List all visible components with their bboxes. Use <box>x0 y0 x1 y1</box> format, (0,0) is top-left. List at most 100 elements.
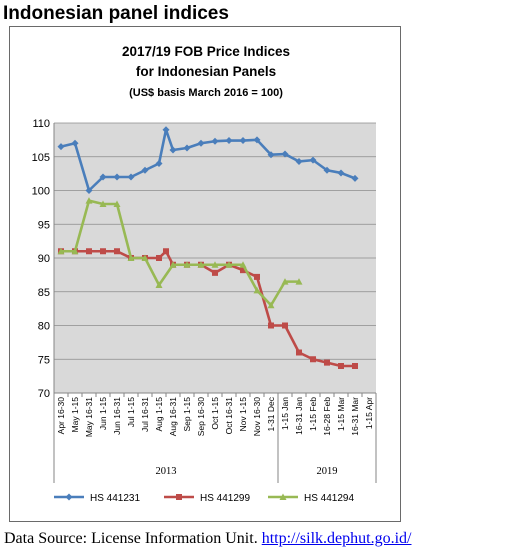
data-point <box>65 493 73 501</box>
data-point <box>282 322 288 329</box>
data-point <box>281 150 289 158</box>
data-point <box>71 139 79 147</box>
data-point <box>281 278 289 285</box>
data-point <box>309 156 317 164</box>
legend-label: HS 441294 <box>304 493 354 504</box>
data-point <box>176 494 182 500</box>
x-tick-label: 16-31 Mar <box>350 397 360 436</box>
x-tick-label: 1-15 Feb <box>308 397 318 431</box>
data-point <box>351 174 359 182</box>
data-point <box>99 200 107 207</box>
data-point <box>163 248 169 255</box>
x-tick-label: Nov 16-30 <box>252 397 262 436</box>
data-point <box>183 261 191 268</box>
data-point <box>141 166 149 174</box>
x-tick-label: 1-31 Dec <box>266 396 276 431</box>
data-point <box>295 278 303 285</box>
x-tick-label: Jun 16-31 <box>112 397 122 435</box>
data-point <box>86 248 92 255</box>
x-tick-label: 1-15 Jan <box>280 397 290 430</box>
data-point <box>100 248 106 255</box>
data-point <box>113 173 121 181</box>
chart-subtitle: for Indonesian Panels <box>136 64 276 79</box>
x-tick-label: Jul 1-15 <box>126 397 136 428</box>
x-tick-label: 16-31 Jan <box>294 397 304 435</box>
x-tick-label: Oct 16-31 <box>224 397 234 435</box>
y-tick-label: 75 <box>38 354 50 366</box>
data-source-link[interactable]: http://silk.dephut.go.id/ <box>261 530 412 547</box>
y-tick-label: 100 <box>32 186 50 198</box>
data-point <box>253 286 261 294</box>
y-tick-label: 70 <box>38 388 50 400</box>
price-index-chart: 2017/19 FOB Price Indices for Indonesian… <box>32 44 377 504</box>
data-point <box>156 255 162 261</box>
data-point <box>212 269 218 276</box>
year-label: 2019 <box>317 466 338 477</box>
data-point <box>155 281 163 288</box>
data-point <box>253 136 261 144</box>
data-point <box>113 200 121 207</box>
y-tick-label: 80 <box>38 321 50 333</box>
data-point <box>57 247 65 255</box>
data-point <box>295 157 303 165</box>
data-source: Data Source: License Information Unit. h… <box>4 528 411 550</box>
chart-title: 2017/19 FOB Price Indices <box>122 44 290 59</box>
data-point <box>127 254 135 261</box>
data-point <box>352 363 358 369</box>
data-point <box>310 356 316 363</box>
data-point <box>162 126 170 134</box>
x-tick-label: 1-15 Apr <box>364 397 374 429</box>
data-point <box>99 173 107 181</box>
legend-label: HS 441231 <box>90 493 140 504</box>
year-label: 2013 <box>156 466 177 477</box>
x-tick-label: Sep 16-30 <box>196 397 206 436</box>
data-point <box>197 261 205 268</box>
x-tick-label: Jul 16-31 <box>140 397 150 432</box>
data-point <box>225 261 233 268</box>
data-point <box>169 146 177 154</box>
data-point <box>323 166 331 174</box>
data-point <box>197 139 205 147</box>
y-tick-label: 95 <box>38 219 50 231</box>
x-tick-label: Aug 1-15 <box>154 397 164 432</box>
data-point <box>211 261 219 268</box>
data-point <box>57 143 65 151</box>
data-point <box>141 254 149 261</box>
data-point <box>169 261 177 268</box>
chart-frame: 2017/19 FOB Price Indices for Indonesian… <box>9 26 401 522</box>
x-tick-label: Apr 16-30 <box>56 397 66 435</box>
x-tick-label: Oct 1-15 <box>210 397 220 430</box>
x-tick-label: Sep 1-15 <box>182 397 192 432</box>
data-point <box>268 322 274 329</box>
x-tick-label: 16-28 Feb <box>322 397 332 436</box>
data-point <box>254 273 260 280</box>
data-point <box>337 169 345 177</box>
data-point <box>114 248 120 255</box>
x-tick-label: Aug 16-31 <box>168 397 178 436</box>
data-point <box>239 137 247 145</box>
data-point <box>85 187 93 194</box>
data-point <box>240 267 246 274</box>
data-point <box>71 247 79 255</box>
data-point <box>239 261 247 268</box>
page-heading: Indonesian panel indices <box>3 3 229 24</box>
legend-label: HS 441299 <box>200 493 250 504</box>
data-point <box>183 144 191 152</box>
x-tick-label: Nov 1-15 <box>238 397 248 432</box>
y-tick-label: 105 <box>32 152 50 164</box>
data-point <box>155 160 163 167</box>
x-tick-label: May 1-15 <box>70 397 80 433</box>
data-point <box>85 197 93 204</box>
data-point <box>338 363 344 369</box>
data-point <box>267 301 275 309</box>
data-point <box>267 151 275 159</box>
y-tick-label: 85 <box>38 287 50 299</box>
data-point <box>279 493 287 500</box>
y-tick-label: 110 <box>32 118 50 130</box>
x-tick-label: May 16-31 <box>84 397 94 437</box>
chart-note: (US$ basis March 2016 = 100) <box>129 87 283 99</box>
y-tick-label: 90 <box>38 253 50 265</box>
data-point <box>324 359 330 366</box>
data-point <box>127 173 135 181</box>
data-point <box>225 137 233 145</box>
